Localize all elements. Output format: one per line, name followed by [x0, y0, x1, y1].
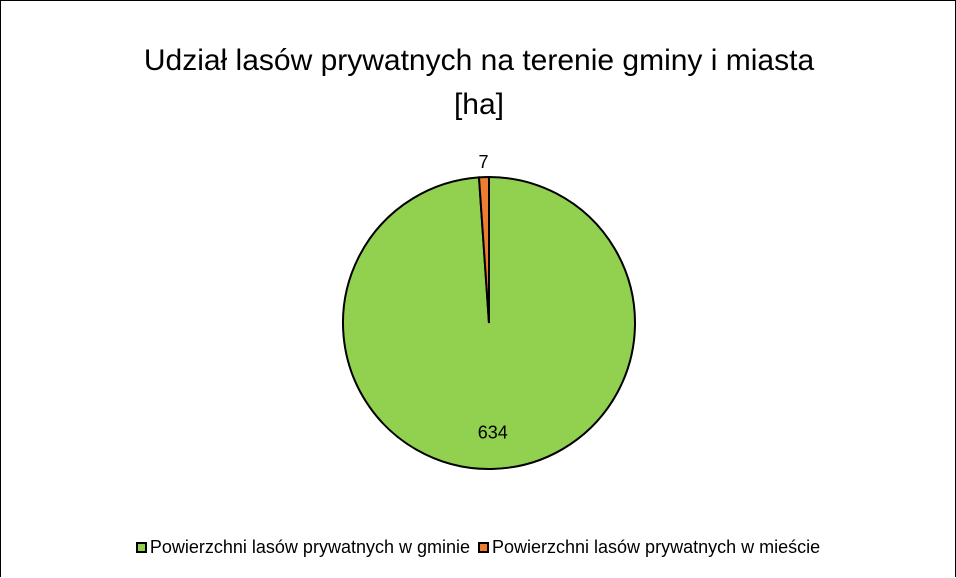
data-label: 634	[478, 423, 508, 443]
data-label: 7	[479, 152, 489, 172]
legend-swatch	[478, 542, 489, 553]
legend: Powierzchni lasów prywatnych w gminie Pow…	[1, 537, 955, 558]
legend-item: Powierzchni lasów prywatnych w gminie	[135, 537, 470, 558]
legend-item: Powierzchni lasów prywatnych w mieście	[478, 537, 820, 558]
legend-label: Powierzchni lasów prywatnych w gminie	[149, 537, 470, 557]
pie-slice	[477, 175, 490, 324]
legend-label: Powierzchni lasów prywatnych w mieście	[492, 537, 821, 557]
legend-swatch	[135, 542, 147, 553]
chart-title: Udział lasów prywatnych na terenie gminy…	[143, 44, 815, 121]
